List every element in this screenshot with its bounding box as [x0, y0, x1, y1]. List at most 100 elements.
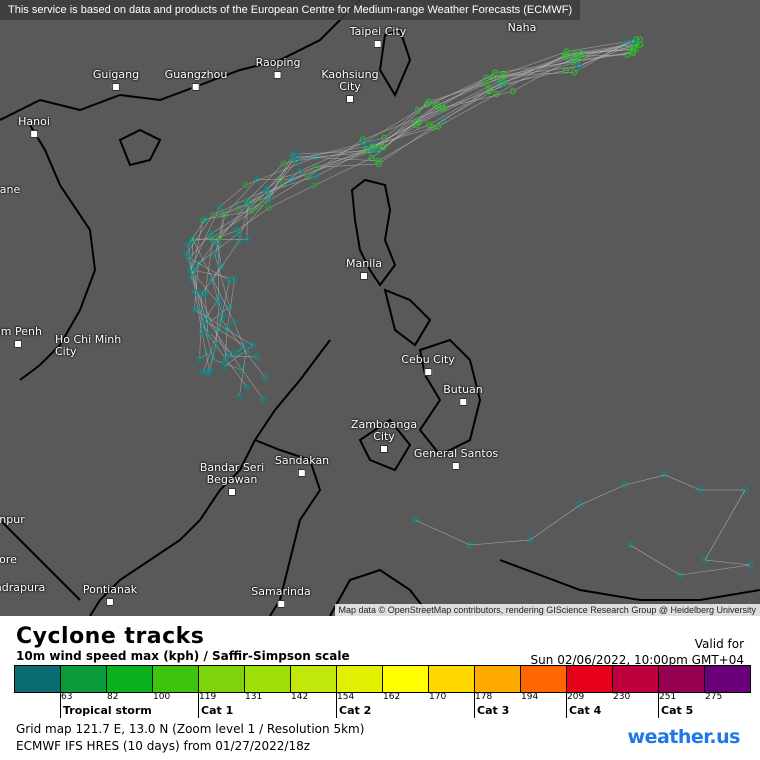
track-point [195, 260, 202, 267]
track-point [312, 173, 320, 180]
track-point [236, 392, 243, 400]
track-point [636, 41, 644, 48]
track-point [632, 45, 639, 53]
track-line [204, 51, 633, 388]
track-line [202, 54, 628, 355]
track-point [576, 63, 583, 70]
grid-info: Grid map 121.7 E, 13.0 N (Zoom level 1 /… [16, 722, 365, 736]
city-singapore[interactable]: ore [0, 554, 17, 566]
weather-us-logo[interactable]: weather.us [627, 726, 741, 748]
city-cebu[interactable]: Cebu City [401, 354, 455, 376]
track-point [492, 69, 499, 76]
scale-tick: 230 [613, 692, 631, 702]
track-point [425, 98, 432, 105]
city-guangzhou[interactable]: Guangzhou [165, 69, 227, 91]
city-indrapura[interactable]: ndrapura [0, 582, 45, 594]
city-sandakan[interactable]: Sandakan [275, 455, 329, 477]
ecmwf-notice: This service is based on data and produc… [0, 0, 581, 20]
scale-tick: 275 [705, 692, 723, 702]
city-phnom-penh[interactable]: om Penh [0, 326, 42, 348]
city-guigang[interactable]: Guigang [93, 69, 139, 91]
track-point [375, 160, 382, 168]
color-swatch [612, 666, 658, 692]
city-marker [191, 83, 200, 91]
city-vientiane[interactable]: ane [0, 184, 20, 196]
city-ho-chi-minh[interactable]: Ho Chi Minh City [55, 334, 125, 358]
track-point [230, 319, 238, 326]
track-point [630, 38, 637, 45]
city-butuan[interactable]: Butuan [443, 384, 483, 406]
track-point [576, 501, 584, 509]
model-info: ECMWF IFS HRES (10 days) from 01/27/2022… [16, 739, 311, 753]
city-kaohsiung[interactable]: Kaohsiung City [320, 69, 380, 103]
scale-tick: 170 [429, 692, 447, 702]
city-marker [30, 130, 38, 138]
valid-time: Valid for Sun 02/06/2022, 10:00pm GMT+04 [531, 636, 744, 668]
city-raoping[interactable]: Raoping [255, 56, 301, 79]
city-label: ore [0, 553, 17, 566]
color-swatch [566, 666, 612, 692]
track-point [223, 326, 231, 333]
track-point [203, 318, 210, 325]
track-point [414, 107, 422, 114]
track-point [571, 50, 579, 57]
map-attribution[interactable]: Map data © OpenStreetMap contributors, r… [334, 604, 760, 616]
track-point [247, 207, 255, 215]
city-pontianak[interactable]: Pontianak [83, 584, 137, 606]
track-line [193, 43, 626, 370]
track-point [240, 342, 248, 349]
valid-label: Valid for [694, 637, 744, 651]
track-point [220, 211, 227, 218]
city-naha[interactable]: Naha [508, 22, 537, 34]
track-line [192, 49, 633, 373]
city-label: Raoping [255, 56, 301, 69]
track-point [204, 331, 212, 339]
category-label: Cat 3 [477, 704, 510, 717]
city-bandar-seri-begawan[interactable]: Bandar Seri Begawan [197, 462, 267, 496]
city-hanoi[interactable]: Hanoi [18, 116, 50, 138]
city-marker [111, 83, 120, 91]
track-point [212, 343, 219, 350]
scale-tick: 142 [291, 692, 309, 702]
city-general-santos[interactable]: General Santos [414, 448, 498, 470]
city-kuala-lumpur[interactable]: npur [0, 514, 25, 526]
scale-tick: 162 [383, 692, 401, 702]
track-line [205, 46, 634, 400]
city-marker [360, 272, 368, 280]
city-marker [451, 462, 460, 470]
color-swatch [520, 666, 566, 692]
track-point [439, 116, 447, 124]
city-label: Butuan [443, 383, 483, 396]
city-label: Guigang [92, 68, 140, 81]
track-point [578, 50, 585, 57]
scale-tick: 194 [521, 692, 539, 702]
city-marker [380, 445, 388, 453]
category-divider [566, 692, 567, 718]
city-label: npur [0, 513, 25, 526]
map[interactable]: This service is based on data and produc… [0, 0, 760, 616]
city-marker [374, 40, 382, 48]
color-swatch [106, 666, 152, 692]
city-zamboanga[interactable]: Zamboanga City [349, 419, 419, 453]
track-point [226, 303, 233, 311]
color-swatch [15, 666, 60, 692]
track-point [249, 341, 256, 349]
track-line [187, 39, 637, 371]
city-label: ane [0, 183, 21, 196]
track-point [202, 315, 209, 322]
track-point [196, 355, 203, 362]
track-point [191, 289, 199, 296]
city-manila[interactable]: Manila [346, 258, 382, 280]
track-point [362, 146, 370, 154]
track-point [207, 230, 214, 238]
track-point [624, 51, 631, 58]
track-point [201, 290, 209, 297]
track-point [277, 175, 284, 182]
track-point [434, 123, 442, 130]
city-samarinda[interactable]: Samarinda [251, 586, 311, 608]
city-taipei[interactable]: Taipei City [350, 26, 406, 48]
city-label: Ho Chi Minh City [55, 333, 122, 358]
color-swatch [428, 666, 474, 692]
city-label: Manila [345, 257, 383, 270]
track-point [184, 241, 192, 249]
